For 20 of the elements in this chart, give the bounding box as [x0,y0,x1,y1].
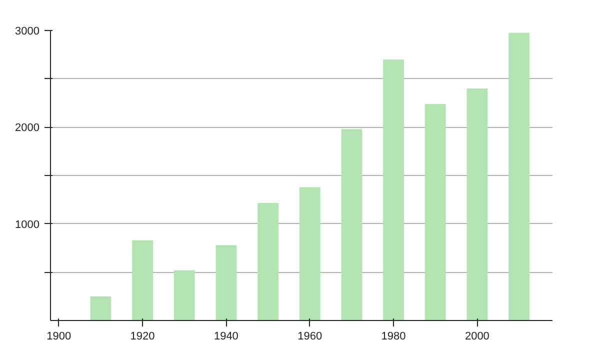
bar [424,104,446,320]
x-tick-label: 2000 [464,330,490,342]
bar [466,88,488,320]
bar [299,187,320,320]
x-tick-label: 1900 [46,330,72,342]
x-tick-label: 1980 [381,330,406,342]
y-tick-label: 3000 [15,26,40,38]
x-tick-label: 1940 [214,330,238,342]
y-tick-label: 1000 [15,218,40,231]
bar [216,245,237,320]
bar [174,270,195,320]
bar [341,129,362,320]
bar [383,60,404,320]
bar [508,32,530,320]
x-tick-label: 1960 [298,330,322,342]
bar [90,296,112,320]
y-tick-label: 2000 [15,122,40,134]
bar [258,203,278,320]
bar [132,240,153,320]
x-tick-label: 1920 [130,330,155,342]
